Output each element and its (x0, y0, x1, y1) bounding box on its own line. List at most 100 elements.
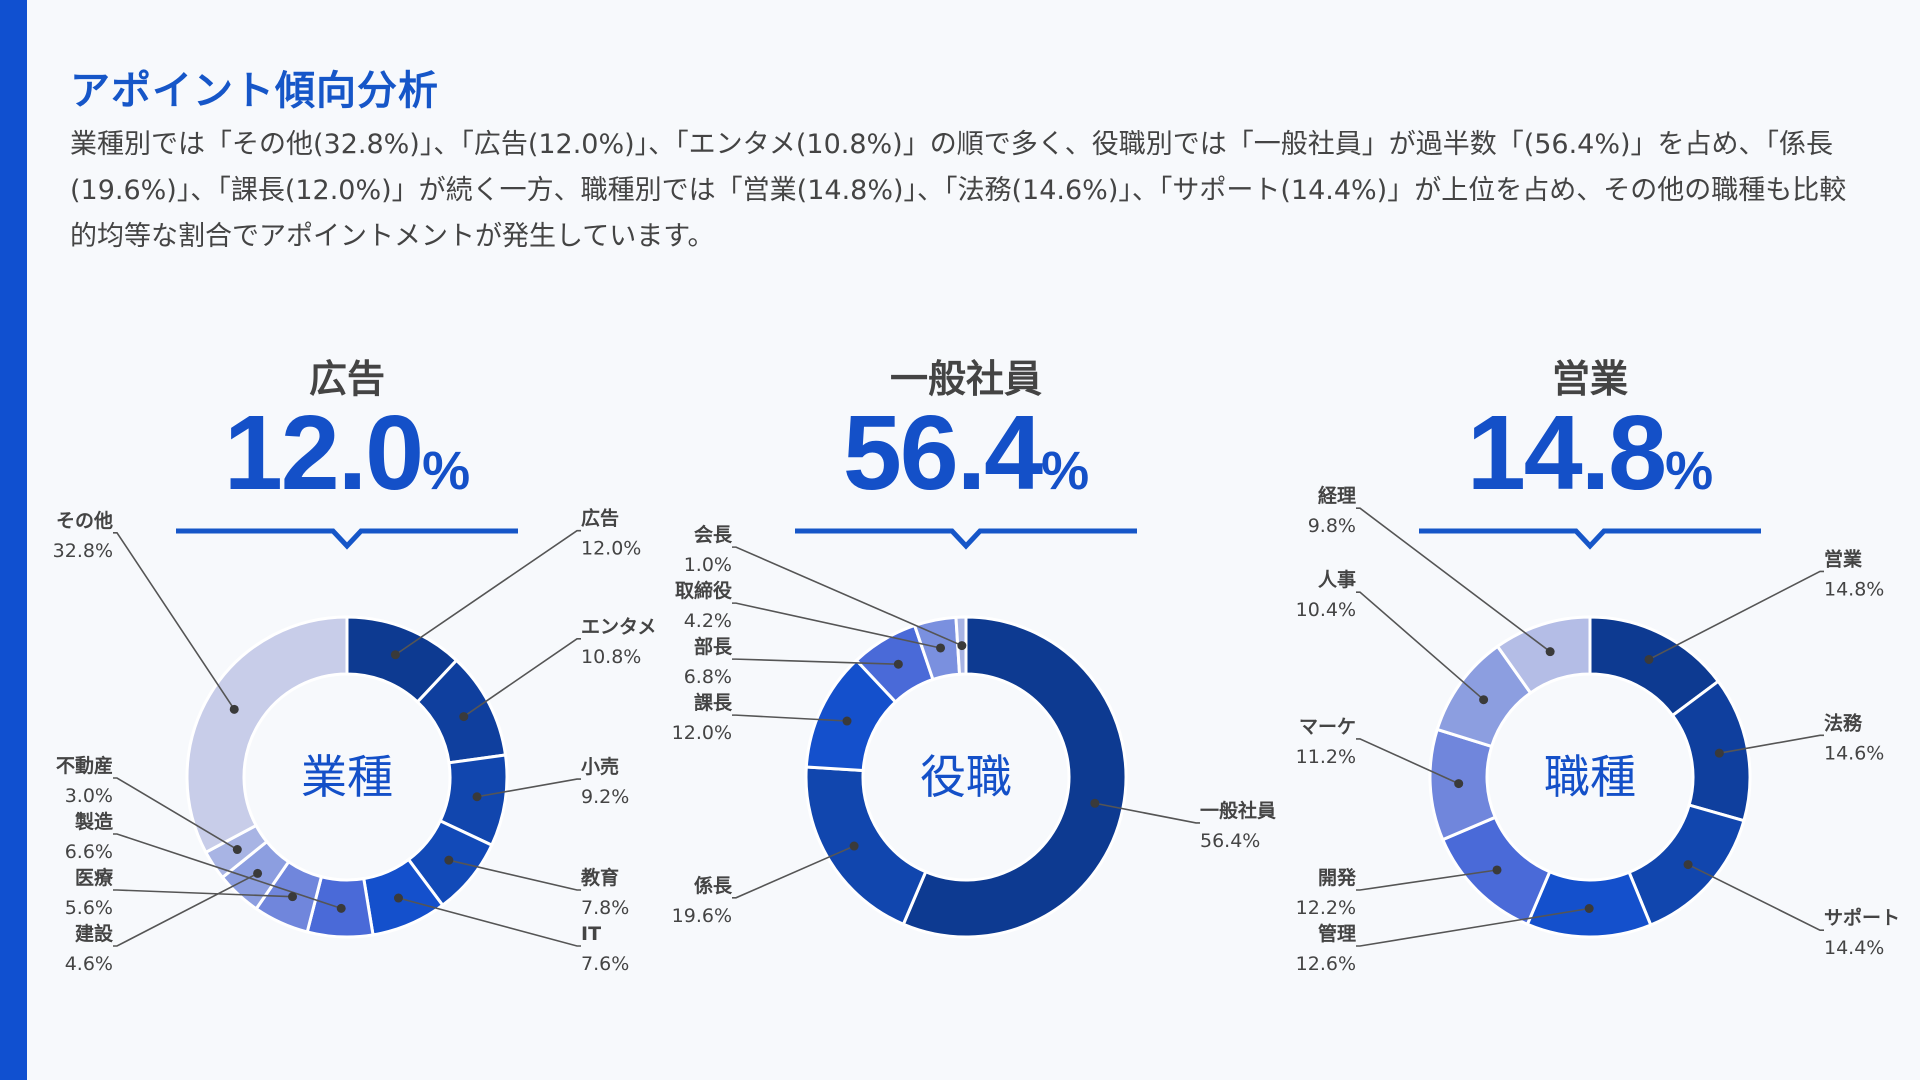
donut-chart-occupation: 営業 14.8% 法務 14.6% サポート 14.4% 管理 12.6% 開発 12.2% マーケ… (1296, 484, 1900, 975)
leader-dot (1714, 748, 1724, 758)
page-title: アポイント傾向分析 (70, 68, 439, 114)
highlight-bracket (1419, 528, 1761, 550)
leader-line (476, 778, 581, 798)
highlight-label: 営業 (1551, 357, 1628, 401)
donut-center-label: 役職 (920, 750, 1012, 804)
leader-line (463, 638, 581, 718)
highlight-number: 12.0 (223, 394, 424, 512)
leader-line (1356, 738, 1459, 785)
chart-panel-position: 一般社員 56.4% 一般社員 56.4% 係長 19.6% 課長 12.0% 部長 6.8%… (646, 340, 1286, 980)
leader-dot (253, 868, 263, 878)
leader-dot (842, 716, 852, 726)
leader-line (1648, 570, 1824, 661)
donut-center-label: 業種 (301, 750, 393, 804)
slice-label: 小売 (581, 755, 619, 778)
leader-line (1356, 507, 1551, 653)
leader-line (394, 529, 581, 656)
leader-line (732, 546, 963, 647)
leader-line (1356, 907, 1590, 947)
leader-dot (444, 855, 454, 865)
leader-dot (459, 712, 469, 722)
highlight-unit: % (1665, 441, 1714, 501)
slice-value: 7.8% (581, 897, 629, 919)
slice-value: 14.8% (1824, 578, 1884, 600)
leader-dot (288, 892, 298, 902)
highlight-bracket (176, 528, 518, 550)
leader-line (113, 532, 235, 710)
slice-label: 部長 (694, 635, 733, 658)
slice-value: 14.6% (1824, 742, 1884, 764)
highlight-value: 56.4% (646, 400, 1286, 506)
leader-line (1094, 802, 1200, 824)
slice-label: 法務 (1824, 711, 1863, 734)
slice-label: 建設 (75, 922, 114, 945)
slice-value: 10.8% (581, 646, 641, 668)
slice-value: 9.8% (1308, 515, 1356, 537)
donut-slice (804, 765, 928, 927)
slice-value: 12.2% (1296, 897, 1356, 919)
slice-value: 6.8% (684, 666, 732, 688)
leader-line (113, 889, 293, 898)
slice-label: 経理 (1318, 484, 1356, 507)
page-description: 業種別では「その他(32.8%)」、「広告(12.0%)」、「エンタメ(10.8… (70, 129, 1847, 252)
slice-value: 9.2% (581, 786, 629, 808)
slice-label: 課長 (694, 691, 733, 714)
leader-dot (893, 659, 903, 669)
donut-slice (901, 615, 1128, 939)
slice-value: 4.6% (65, 953, 113, 975)
highlight-value: 14.8% (1270, 400, 1910, 506)
leader-dot (229, 704, 239, 714)
highlight-unit: % (1041, 441, 1090, 501)
leader-dot (1683, 860, 1693, 870)
leader-line (448, 859, 581, 891)
slice-label: 広告 (581, 507, 619, 530)
slice-label: 一般社員 (1200, 799, 1276, 822)
slice-label: マーケ (1299, 716, 1356, 738)
slice-label: IT (581, 923, 601, 945)
highlight-value: 12.0% (27, 400, 667, 506)
slice-label: 開発 (1318, 866, 1357, 889)
leader-dot (936, 643, 946, 653)
highlight-number: 14.8 (1466, 394, 1667, 512)
leader-dot (1492, 865, 1502, 875)
leader-dot (393, 893, 403, 903)
slice-value: 11.2% (1296, 746, 1356, 768)
leader-dot (1090, 798, 1100, 808)
slice-label: 会長 (694, 523, 733, 546)
highlight-number: 56.4 (842, 394, 1043, 512)
slice-label: 営業 (1824, 547, 1863, 570)
leader-dot (1545, 647, 1555, 657)
slice-label: 管理 (1318, 922, 1356, 945)
donut-slice (185, 615, 349, 855)
leader-dot (1644, 654, 1654, 664)
accent-bar (0, 0, 27, 1080)
leader-line (732, 714, 848, 722)
leader-line (732, 658, 899, 666)
leader-dot (336, 903, 346, 913)
slice-value: 6.6% (65, 841, 113, 863)
slice-label: 不動産 (56, 754, 113, 777)
slice-value: 32.8% (53, 540, 113, 562)
slice-label: 医療 (75, 866, 114, 889)
leader-dot (472, 792, 482, 802)
leader-dot (232, 845, 242, 855)
highlight-label: 一般社員 (889, 357, 1042, 401)
donut-center-label: 職種 (1544, 750, 1636, 804)
leader-line (1356, 869, 1498, 891)
leader-dot (390, 650, 400, 660)
slice-value: 1.0% (684, 554, 732, 576)
leader-line (732, 845, 855, 899)
leader-line (398, 897, 581, 947)
leader-line (1719, 734, 1824, 754)
slice-label: 教育 (581, 866, 619, 889)
leader-dot (1454, 779, 1464, 789)
slice-value: 12.0% (672, 722, 732, 744)
highlight-label: 広告 (308, 357, 385, 401)
highlight-unit: % (422, 441, 471, 501)
slice-label: 係長 (694, 874, 733, 897)
slice-value: 12.0% (581, 538, 641, 560)
slice-labels: 一般社員 56.4% 係長 19.6% 課長 12.0% 部長 6.8% 取締役 4.2% 会長 1.… (672, 523, 1276, 927)
slice-value: 4.2% (684, 610, 732, 632)
slice-label: サポート (1824, 906, 1900, 929)
leader-line (113, 833, 342, 910)
